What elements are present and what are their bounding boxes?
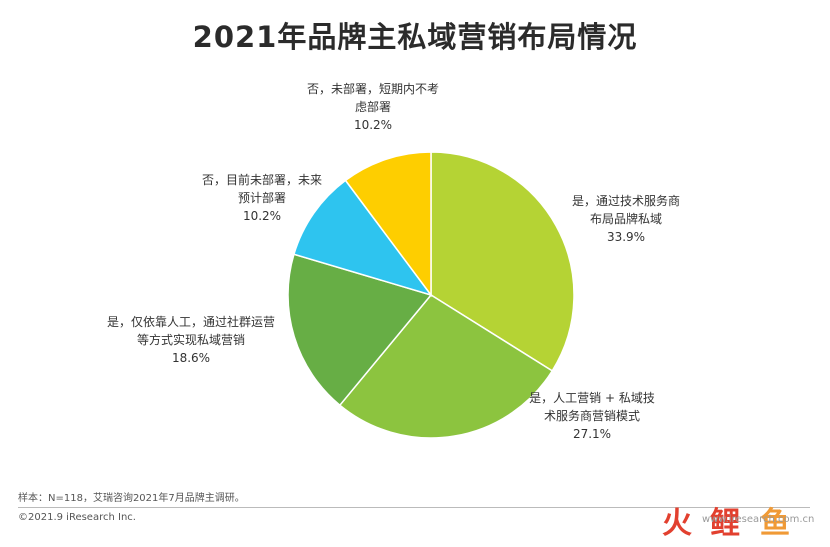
pie-slice-1 bbox=[430, 151, 575, 372]
pie-slice-2 bbox=[338, 294, 554, 439]
footer-divider bbox=[18, 507, 810, 508]
pie-slice-5 bbox=[344, 151, 432, 298]
slice-value-label: 10.2% bbox=[354, 118, 392, 132]
pie-slice-4 bbox=[292, 179, 433, 297]
watermark-glyph: 鲤 bbox=[710, 506, 740, 541]
slice-value-label: 33.9% bbox=[607, 230, 645, 244]
slice-category-label: 布局品牌私域 bbox=[590, 212, 662, 226]
watermark-url: www.iresearch.com.cn bbox=[702, 514, 815, 525]
pie-slices bbox=[287, 151, 575, 439]
slice-value-label: 10.2% bbox=[243, 209, 281, 223]
slice-value-label: 27.1% bbox=[573, 427, 611, 441]
slice-category-label: 是，人工营销 + 私域技 bbox=[529, 391, 655, 405]
slice-category-label: 术服务商营销模式 bbox=[544, 408, 640, 423]
pie-slice-3 bbox=[287, 253, 433, 407]
watermark-glyph: 火 bbox=[662, 506, 692, 541]
source-note: 样本：N=118，艾瑞咨询2021年7月品牌主调研。 bbox=[18, 493, 245, 504]
watermark-logo: 火 鲤 鱼 www.iresearch.com.cn bbox=[662, 505, 815, 543]
slice-category-label: 否，目前未部署，未来 bbox=[202, 172, 322, 187]
chart-title: 2021年品牌主私域营销布局情况 bbox=[192, 20, 638, 54]
slice-category-label: 等方式实现私域营销 bbox=[137, 332, 245, 347]
slice-category-label: 是，通过技术服务商 bbox=[572, 193, 680, 208]
slice-category-label: 虑部署 bbox=[355, 99, 391, 114]
copyright-text: ©2021.9 iResearch Inc. bbox=[18, 512, 136, 523]
watermark-glyph: 鱼 bbox=[760, 506, 790, 541]
slice-category-label: 是，仅依靠人工，通过社群运营 bbox=[107, 314, 275, 329]
slice-category-label: 否，未部署，短期内不考 bbox=[307, 81, 439, 96]
slice-category-label: 预计部署 bbox=[238, 190, 286, 205]
slice-value-label: 18.6% bbox=[172, 351, 210, 365]
